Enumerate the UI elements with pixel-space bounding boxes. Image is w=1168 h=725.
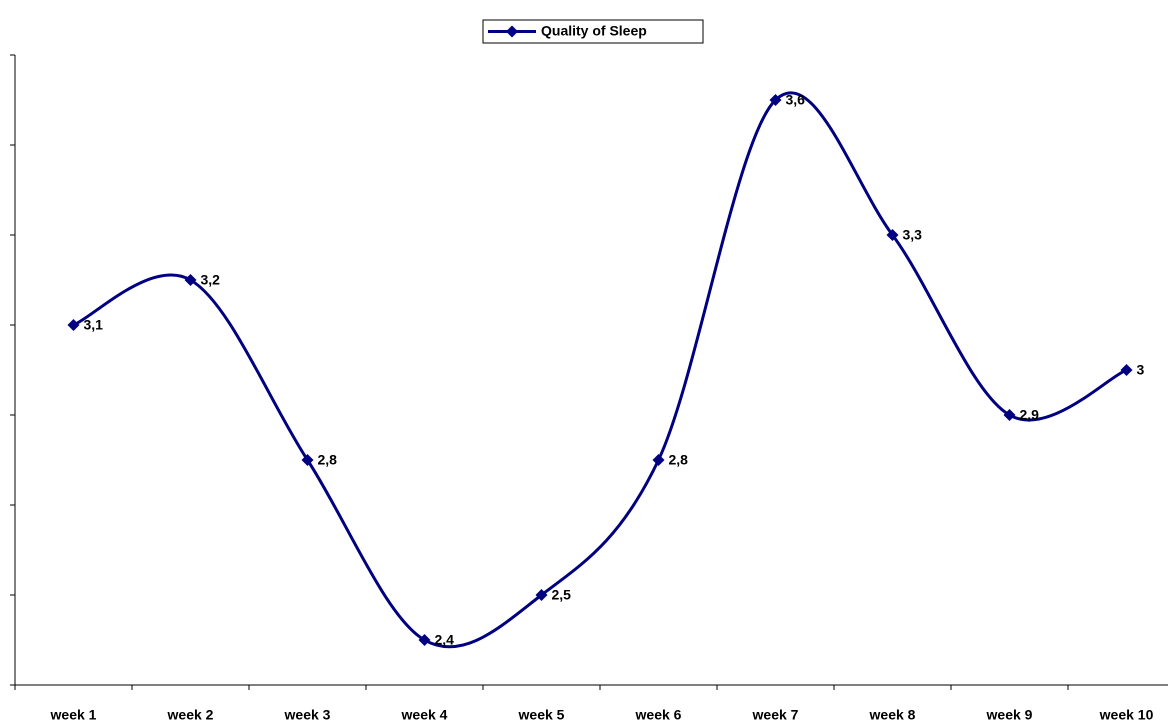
data-label: 2,9 [1020, 407, 1040, 423]
data-label: 3 [1137, 362, 1145, 378]
legend-box [482, 19, 704, 44]
x-tick-label: week 1 [50, 707, 97, 723]
data-point [418, 634, 431, 646]
x-tick-label: week 9 [986, 707, 1033, 723]
legend-label: Quality of Sleep [541, 23, 647, 39]
x-tick-label: week 4 [401, 707, 448, 723]
data-label: 3,3 [903, 227, 923, 243]
x-tick-label: week 6 [635, 707, 682, 723]
x-tick-label: week 2 [167, 707, 214, 723]
x-tick-label: week 7 [752, 707, 799, 723]
legend: Quality of Sleep [482, 19, 704, 44]
series-line [72, 91, 1128, 649]
data-point [1120, 364, 1133, 376]
x-tick-label: week 5 [518, 707, 565, 723]
data-point [301, 454, 314, 466]
data-label: 3,1 [84, 317, 104, 333]
data-point [652, 454, 665, 466]
x-tick-label: week 3 [284, 707, 331, 723]
data-label: 2,8 [669, 452, 689, 468]
data-point [886, 229, 899, 241]
data-label: 3,6 [786, 92, 806, 108]
x-tick-label: week 8 [869, 707, 916, 723]
data-point [535, 589, 548, 601]
legend-marker [506, 25, 518, 38]
data-label: 2,5 [552, 587, 572, 603]
data-point [184, 274, 197, 286]
data-label: 2,4 [435, 632, 455, 648]
data-label: 3,2 [201, 272, 221, 288]
data-label: 2,8 [318, 452, 338, 468]
data-point [769, 94, 782, 106]
data-point [1003, 409, 1016, 421]
data-point [67, 319, 80, 331]
x-tick-label: week 10 [1099, 707, 1154, 723]
